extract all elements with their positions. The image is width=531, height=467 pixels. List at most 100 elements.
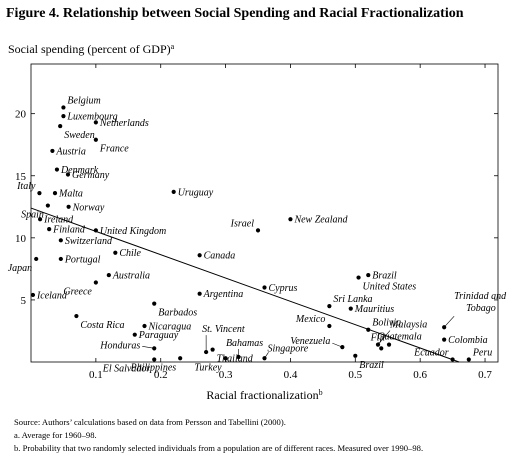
x-tick-label: 0.5 [348, 369, 362, 381]
y-tick-label: 20 [15, 109, 27, 121]
label-costa-rica: Costa Rica [80, 320, 124, 331]
y-tick-label: 15 [15, 171, 27, 183]
label-colombia: Colombia [448, 335, 487, 346]
x-tick-label: 0.7 [478, 369, 492, 381]
label-peru: Peru [472, 348, 492, 359]
point-thailand [210, 347, 215, 352]
label-australia: Australia [112, 271, 150, 282]
label-guatemala: Guatemala [377, 331, 421, 342]
label-austria: Austria [55, 146, 85, 157]
x-tick-label: 0.4 [284, 369, 298, 381]
plot-frame [30, 63, 499, 363]
label-germany: Germany [72, 170, 110, 181]
label-belgium: Belgium [67, 95, 100, 106]
point-luxembourg [61, 114, 66, 119]
label-uruguay: Uruguay [178, 187, 214, 198]
label-el-salvador: El Salvador [102, 364, 151, 375]
leader-trinidad [443, 316, 455, 328]
point-brazil [366, 272, 371, 278]
label-sweden: Sweden [64, 130, 95, 141]
leader-malaysia [377, 330, 391, 345]
label-bolivia: Bolivia [372, 318, 401, 329]
label-portugal: Portugal [64, 254, 101, 265]
point-brazil [353, 353, 358, 358]
point-switzerland [58, 238, 63, 243]
point-malta [52, 191, 58, 196]
label-nicaragua: Nicaragua [148, 321, 192, 332]
point-peru [466, 357, 471, 362]
leader-singapore [264, 352, 269, 359]
point-chile [113, 250, 118, 255]
trend-line [30, 207, 460, 363]
label-ireland: Ireland [43, 215, 74, 226]
point-bolivia [366, 327, 371, 332]
label-st-vincent: St. Vincent [202, 324, 245, 335]
label-united-kingdom: United Kingdom [100, 226, 166, 237]
point-portugal [58, 256, 63, 262]
point-cyprus [262, 285, 267, 290]
point-ecuador [450, 357, 455, 362]
label-thailand: Thailand [217, 354, 254, 365]
point-greece [93, 280, 98, 285]
label-honduras: Honduras [99, 340, 140, 351]
label-malaysia: Malaysia [389, 320, 427, 331]
label-mexico: Mexico [295, 314, 325, 325]
point-israel [255, 228, 261, 233]
label-united-states: United States [363, 282, 417, 293]
label-turkey: Turkey [194, 362, 222, 373]
label-spain: Spain [21, 210, 44, 221]
point-el-salvador [152, 357, 157, 362]
label-denmark: Denmark [60, 165, 99, 176]
label-japan: Japan [8, 263, 32, 274]
point-mauritius [348, 306, 353, 311]
point-paraguay [132, 332, 137, 337]
point-guatemala [379, 346, 384, 351]
point-iceland [30, 292, 36, 298]
label-singapore: Singapore [268, 343, 309, 354]
point-finland [47, 227, 52, 232]
point-belgium [61, 105, 66, 110]
x-tick-label: 0.3 [219, 369, 233, 381]
y-tick-label: 10 [15, 233, 27, 245]
point-france [93, 137, 98, 142]
x-axis-label: Racial fractionalizationb [206, 388, 322, 402]
label-venezuela: Venezuela [290, 336, 330, 347]
label-barbados: Barbados [158, 308, 197, 319]
point-denmark [54, 167, 60, 172]
point-sweden [58, 123, 63, 129]
label-france: France [99, 144, 129, 155]
label-mauritius: Mauritius [354, 304, 395, 315]
point-turkey [223, 356, 228, 361]
point-argentina [197, 291, 202, 296]
figure-title: Figure 4. Relationship between Social Sp… [6, 6, 464, 21]
point-japan [34, 256, 39, 262]
label-malta: Malta [58, 189, 83, 200]
label-trinidad-and-tobago: Trinidad and [454, 291, 507, 302]
point-philippines [178, 356, 183, 361]
point-ireland [37, 217, 43, 222]
label-switzerland: Switzerland [65, 236, 113, 247]
label-netherlands: Netherlands [99, 118, 149, 129]
label-canada: Canada [204, 251, 236, 262]
label-finland: Finland [52, 225, 86, 236]
source-note: Source: Authors’ calculations based on d… [14, 417, 286, 427]
point-netherlands [93, 120, 98, 125]
label-luxembourg: Luxembourg [66, 112, 117, 123]
point-germany [65, 172, 71, 177]
y-tick-label: 5 [21, 295, 27, 307]
label-sri-lanka: Sri Lanka [333, 294, 372, 305]
label-new-zealand: New Zealand [293, 215, 348, 226]
point-colombia [442, 337, 447, 342]
label-greece: Greece [63, 287, 92, 298]
point-australia [106, 272, 111, 278]
label-chile: Chile [119, 248, 141, 259]
point-norway [66, 204, 71, 209]
point-fiji [386, 342, 392, 347]
point-canada [197, 253, 202, 258]
x-tick-label: 0.2 [154, 369, 168, 381]
label-italy: Italy [16, 181, 36, 192]
x-tick-label: 0.1 [89, 369, 103, 381]
point-barbados [152, 301, 157, 306]
x-tick-label: 0.6 [413, 369, 427, 381]
